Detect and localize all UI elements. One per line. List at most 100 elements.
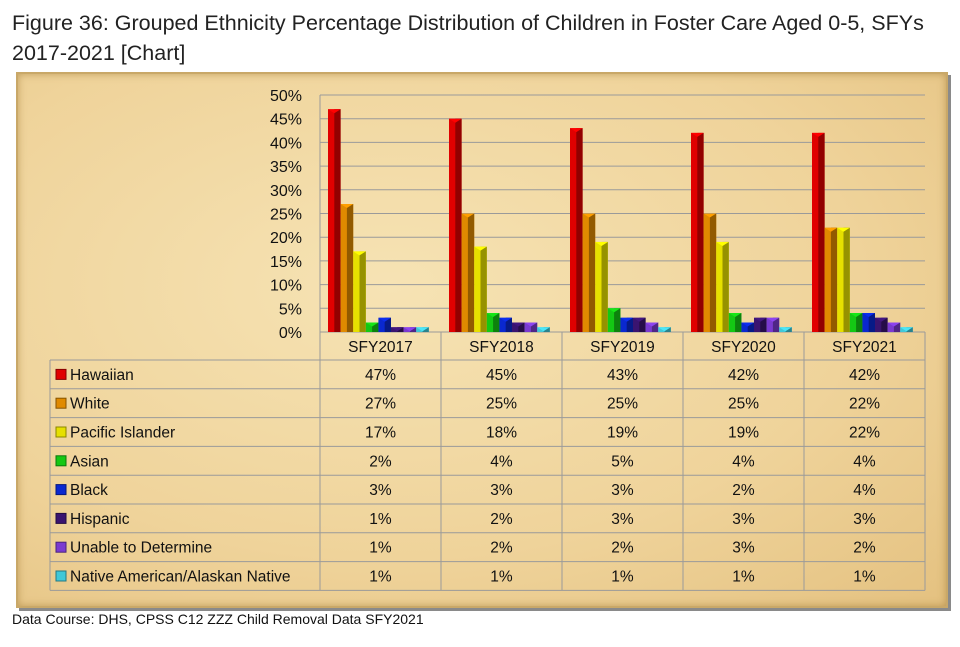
bar <box>461 213 475 332</box>
y-tick-label: 30% <box>270 183 302 200</box>
data-label: 1% <box>732 569 755 586</box>
y-tick-label: 5% <box>279 301 302 318</box>
data-label: 2% <box>853 540 876 557</box>
bar <box>645 322 659 332</box>
y-tick-label: 40% <box>270 135 302 152</box>
bar <box>499 317 512 332</box>
bar <box>728 313 742 332</box>
data-label: 5% <box>611 453 634 470</box>
bar <box>537 327 550 332</box>
data-label: 18% <box>486 425 517 442</box>
bar <box>365 322 379 332</box>
data-label: 3% <box>611 482 634 499</box>
data-label: 3% <box>853 511 876 528</box>
bar <box>766 317 780 332</box>
y-tick-label: 15% <box>270 254 302 271</box>
bar <box>403 327 417 332</box>
data-label: 2% <box>369 453 392 470</box>
bar <box>607 308 621 332</box>
y-tick-label: 25% <box>270 207 302 224</box>
data-label: 2% <box>490 511 513 528</box>
data-label: 3% <box>732 540 755 557</box>
data-label: 22% <box>849 396 880 413</box>
bar <box>754 317 767 332</box>
bar <box>449 118 462 332</box>
data-label: 17% <box>365 425 396 442</box>
bar <box>582 213 596 332</box>
data-label: 45% <box>486 367 517 384</box>
legend-swatch <box>55 484 67 496</box>
legend-swatch <box>55 368 67 380</box>
figure-title: Figure 36: Grouped Ethnicity Percentage … <box>12 11 924 65</box>
data-label: 3% <box>611 511 634 528</box>
data-label: 42% <box>728 367 759 384</box>
bar <box>378 317 391 332</box>
legend-label: Black <box>70 482 108 499</box>
legend-label: Pacific Islander <box>70 425 175 442</box>
bar <box>900 327 913 332</box>
data-label: 1% <box>369 540 392 557</box>
data-label: 19% <box>728 425 759 442</box>
data-label: 25% <box>486 396 517 413</box>
data-label: 3% <box>369 482 392 499</box>
legend-label: White <box>70 396 110 413</box>
bar <box>512 322 525 332</box>
legend-label: Hispanic <box>70 511 130 528</box>
bar <box>741 322 754 332</box>
bar <box>570 128 583 332</box>
x-category-label: SFY2021 <box>832 339 897 356</box>
bar <box>633 317 646 332</box>
y-tick-label: 20% <box>270 230 302 247</box>
x-category-label: SFY2017 <box>348 339 413 356</box>
data-label: 1% <box>369 511 392 528</box>
bar <box>486 313 500 332</box>
data-label: 47% <box>365 367 396 384</box>
bar <box>620 317 633 332</box>
data-label: 1% <box>490 569 513 586</box>
x-category-label: SFY2018 <box>469 339 534 356</box>
bar <box>779 327 792 332</box>
data-label: 4% <box>853 453 876 470</box>
data-label: 19% <box>607 425 638 442</box>
data-label: 1% <box>853 569 876 586</box>
bar <box>340 204 354 332</box>
data-label: 3% <box>490 482 513 499</box>
bar <box>837 227 850 332</box>
x-category-label: SFY2020 <box>711 339 776 356</box>
bar <box>524 322 538 332</box>
bar <box>328 109 341 332</box>
data-label: 2% <box>611 540 634 557</box>
y-tick-label: 50% <box>270 88 302 105</box>
data-label: 4% <box>853 482 876 499</box>
bar <box>812 132 825 332</box>
data-label: 4% <box>732 453 755 470</box>
legend-swatch <box>55 541 67 553</box>
bar <box>716 241 729 332</box>
data-label: 27% <box>365 396 396 413</box>
source-note: Data Course: DHS, CPSS C12 ZZZ Child Rem… <box>12 611 424 627</box>
bar <box>391 327 404 332</box>
data-label: 2% <box>490 540 513 557</box>
y-tick-label: 45% <box>270 112 302 129</box>
bar <box>691 132 704 332</box>
bar <box>875 317 888 332</box>
y-tick-label: 35% <box>270 159 302 176</box>
data-label: 42% <box>849 367 880 384</box>
data-label: 25% <box>728 396 759 413</box>
bar <box>353 251 366 332</box>
bar <box>416 327 429 332</box>
y-tick-label: 10% <box>270 278 302 295</box>
legend-swatch <box>55 397 67 409</box>
bar <box>474 246 487 332</box>
chart-frame <box>16 72 948 608</box>
data-label: 1% <box>611 569 634 586</box>
legend-swatch <box>55 455 67 467</box>
data-label: 25% <box>607 396 638 413</box>
legend-swatch <box>55 426 67 438</box>
bar <box>658 327 671 332</box>
data-label: 43% <box>607 367 638 384</box>
y-tick-label: 0% <box>279 325 302 342</box>
legend-swatch <box>55 570 67 582</box>
data-label: 22% <box>849 425 880 442</box>
x-category-label: SFY2019 <box>590 339 655 356</box>
